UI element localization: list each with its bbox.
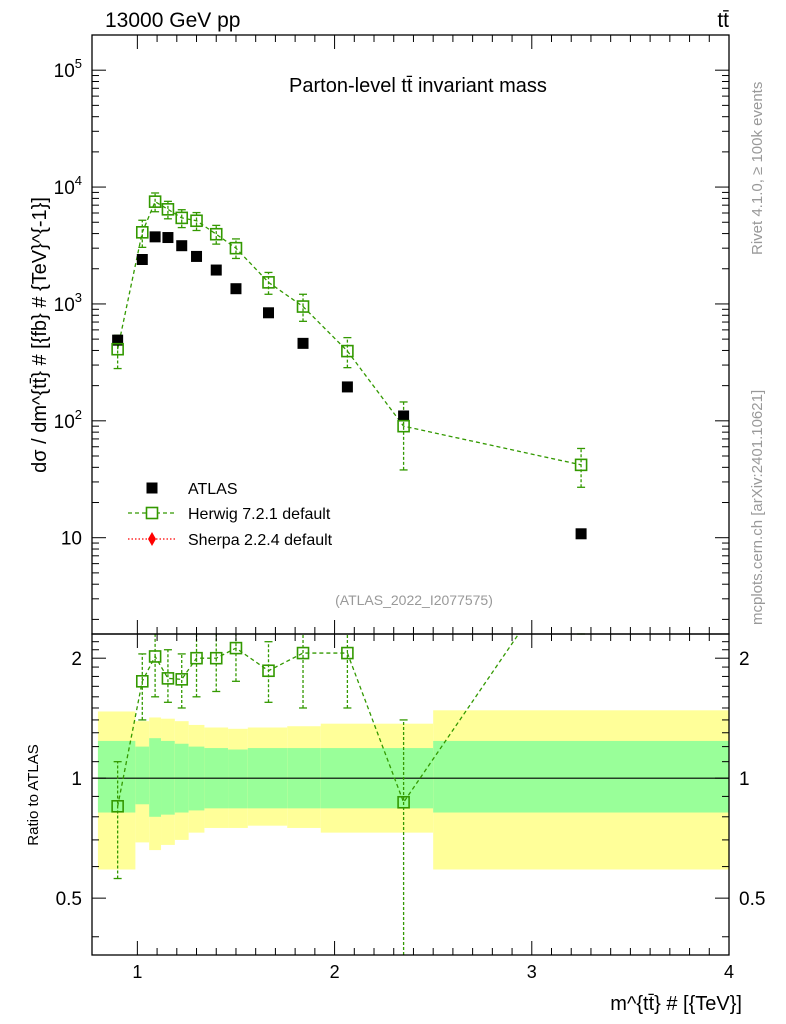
ratio-y-tick-label: 0.5 [56, 889, 82, 910]
plot-frames [91, 34, 730, 956]
atlas-point [341, 381, 353, 393]
herwig-point [111, 342, 124, 356]
herwig-point [175, 211, 189, 225]
ratio-plot-frame [91, 633, 730, 956]
atlas-point [210, 264, 222, 276]
herwig-point [229, 241, 243, 255]
series-markers [111, 192, 588, 955]
atlas-point [112, 334, 124, 346]
ratio-band-green [433, 740, 729, 813]
y-tick-label: 105 [54, 56, 82, 82]
herwig-ratio-point [190, 651, 203, 665]
atlas-point [398, 410, 410, 422]
legend-marker-atlas [146, 482, 158, 494]
herwig-point [209, 227, 223, 241]
ratio-y-axis-label: Ratio to ATLAS [25, 744, 42, 845]
y-tick-label: 10 [61, 529, 82, 550]
legend-label: Herwig 7.2.1 default [188, 506, 331, 523]
y-axis-label: dσ / dm^{tt̄} # [{fb} # {TeV}^{-1}] [29, 197, 51, 473]
x-tick-label: 2 [330, 962, 340, 982]
herwig-point [397, 419, 410, 433]
atlas-point [149, 231, 161, 243]
herwig-point [135, 226, 149, 239]
energy-label: 13000 GeV pp [105, 9, 240, 32]
ratio-band-green [135, 746, 150, 805]
legend-label: Sherpa 2.2.4 default [188, 532, 333, 549]
herwig-ratio-point [148, 650, 162, 663]
x-tick-label: 4 [724, 962, 734, 982]
herwig-ratio-point [262, 664, 275, 678]
herwig-ratio-point [161, 672, 175, 685]
herwig-point [341, 344, 354, 358]
y-tick-label: 104 [54, 173, 82, 199]
ratio-band-green [228, 749, 248, 809]
axis-ticks [92, 34, 730, 955]
x-tick-label: 3 [527, 962, 537, 982]
atlas-point [191, 250, 203, 262]
herwig-point [161, 203, 175, 216]
plot-title: Parton-level tt̄ invariant mass [289, 75, 547, 97]
herwig-point [262, 276, 275, 289]
x-axis-label: m^{tt̄} # [{TeV}] [610, 993, 742, 1015]
legend-label: ATLAS [188, 481, 238, 498]
atlas-point [263, 307, 275, 319]
y-tick-label: 102 [54, 407, 82, 433]
herwig-ratio-point [229, 641, 243, 655]
atlas-point [230, 283, 242, 295]
atlas-point [575, 528, 587, 540]
mcplots-note: mcplots.cern.ch [arXiv:2401.10621] [749, 390, 766, 625]
herwig-point [574, 458, 588, 472]
x-tick-label: 1 [132, 962, 142, 982]
atlas-point [136, 254, 148, 266]
legend-marker-herwig [145, 506, 159, 520]
herwig-ratio-point [296, 646, 310, 660]
process-label: tt̄ [717, 9, 729, 32]
y-tick-label: 103 [54, 290, 82, 316]
herwig-ratio-point [175, 673, 189, 686]
herwig-ratio-point [135, 675, 149, 688]
atlas-point [162, 232, 174, 244]
legend-marker-sherpa [148, 532, 156, 546]
tick-labels: 1 2 3 4 10 102 103 104 105 0.5 0.5 1 1 2 2 [54, 56, 766, 982]
rivet-note: Rivet 4.1.0, ≥ 100k events [749, 82, 766, 255]
ratio-y-tick-label-right: 2 [739, 649, 750, 670]
legend: ATLAS Herwig 7.2.1 default Sherpa 2.2.4 de… [128, 481, 333, 549]
ratio-band-green [97, 740, 136, 813]
herwig-point [190, 214, 203, 228]
atlas-point [176, 240, 188, 252]
ratio-y-tick-label-right: 1 [739, 769, 750, 790]
herwig-point [148, 195, 162, 208]
herwig-ratio-point [341, 646, 354, 660]
ratio-y-tick-label: 1 [71, 769, 82, 790]
ratio-uncertainty-bands [97, 710, 729, 870]
ratio-y-tick-label-right: 0.5 [739, 889, 765, 910]
analysis-id: (ATLAS_2022_I2077575) [335, 592, 493, 608]
atlas-point [297, 337, 309, 349]
herwig-point [296, 300, 310, 313]
herwig-ratio-point [209, 651, 223, 665]
ratio-y-tick-label: 2 [71, 649, 82, 670]
herwig-ratio-point [111, 799, 124, 813]
ratio-band-green [149, 738, 162, 817]
herwig-ratio-point [397, 795, 410, 809]
